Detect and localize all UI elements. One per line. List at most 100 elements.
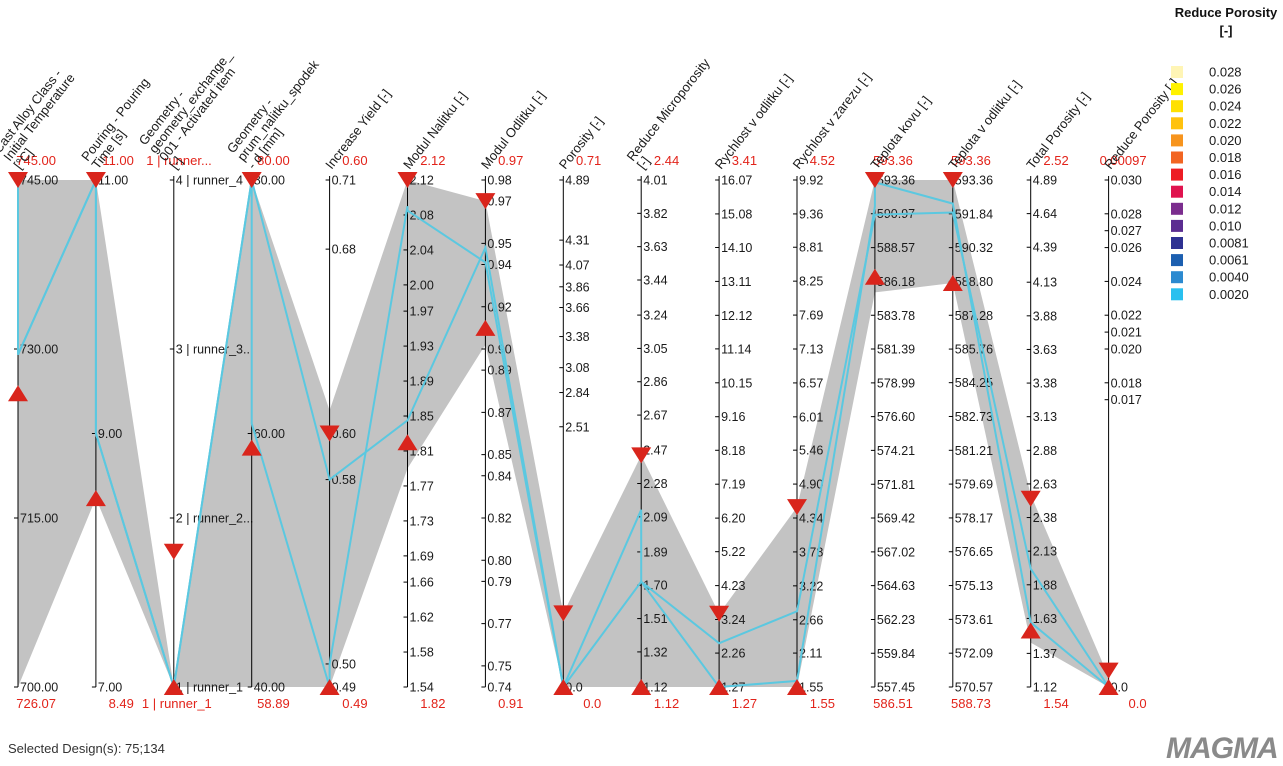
filter-max-handle[interactable] — [397, 172, 418, 188]
tick-label: 7.19 — [721, 478, 745, 492]
filter-min-handle[interactable] — [163, 679, 184, 695]
filter-max-handle[interactable] — [241, 172, 262, 188]
axis-min-value: 1.82 — [420, 696, 445, 711]
legend-label: 0.022 — [1209, 116, 1242, 131]
tick-label: 6.57 — [799, 376, 823, 390]
legend-title: Reduce Porosity — [1175, 5, 1278, 20]
legend-swatch — [1171, 219, 1183, 232]
filter-max-handle[interactable] — [1020, 490, 1041, 507]
tick-label: 3.88 — [1033, 309, 1057, 323]
tick-label: 2.13 — [1033, 545, 1057, 559]
axis-min-value: 1.54 — [1043, 696, 1068, 711]
tick-label: 571.81 — [877, 478, 915, 492]
axes-group: 745.00 730.00 715.00 700.00 745.00 726.07 11.0… — [14, 153, 1147, 711]
filter-min-handle[interactable] — [942, 275, 963, 292]
tick-label: 583.78 — [877, 309, 915, 323]
tick-label: 3.86 — [565, 280, 589, 294]
tick-label: 562.23 — [877, 613, 915, 627]
tick-label: 3.38 — [1033, 377, 1057, 391]
tick-label: 0.021 — [1111, 326, 1142, 340]
tick-label: 570.57 — [955, 681, 993, 695]
tick-label: 590.32 — [955, 241, 993, 255]
legend-swatch — [1171, 83, 1183, 96]
axis-min-value: 8.49 — [109, 696, 134, 711]
tick-label: 4.31 — [565, 234, 589, 248]
filter-min-handle[interactable] — [319, 679, 340, 695]
tick-label: 4.01 — [643, 174, 667, 188]
filter-max-handle[interactable] — [631, 447, 652, 464]
filter-markers[interactable] — [8, 172, 1119, 695]
tick-label: 0.94 — [487, 258, 511, 272]
filter-max-handle[interactable] — [475, 193, 496, 210]
tick-label: 574.21 — [877, 444, 915, 458]
axis-min-value: 1.55 — [810, 696, 835, 711]
design-line[interactable] — [17, 179, 1110, 690]
tick-label: 1.97 — [410, 305, 434, 319]
tick-label: 1 | runner_1 — [176, 681, 243, 695]
filter-min-handle[interactable] — [1098, 679, 1119, 695]
axis-min-value: 1.12 — [654, 696, 679, 711]
tick-label: 15.08 — [721, 207, 752, 221]
legend-swatch — [1171, 185, 1183, 198]
legend-label: 0.012 — [1209, 201, 1242, 216]
filter-min-handle[interactable] — [8, 385, 28, 402]
tick-label: 13.11 — [721, 275, 751, 289]
axis-max-value: 4.52 — [810, 153, 835, 168]
tick-label: 2.51 — [565, 420, 589, 434]
filter-min-handle[interactable] — [709, 679, 730, 695]
tick-label: 3.44 — [643, 273, 667, 287]
tick-label: 0.77 — [487, 617, 511, 631]
tick-label: 591.84 — [955, 207, 993, 221]
tick-label: 593.36 — [955, 174, 993, 188]
filter-min-handle[interactable] — [85, 490, 106, 507]
axis-max-value: 2.44 — [654, 153, 679, 168]
filter-max-handle[interactable] — [85, 172, 106, 188]
legend-swatch — [1171, 66, 1183, 78]
filter-max-handle[interactable] — [319, 425, 340, 442]
tick-label: 1.32 — [643, 645, 667, 659]
filter-max-handle[interactable] — [942, 172, 963, 188]
filter-min-handle[interactable] — [1020, 622, 1041, 639]
tick-label: 2.67 — [643, 409, 667, 423]
tick-label: 4.39 — [1033, 241, 1057, 255]
axis-min-value: 726.07 — [16, 696, 56, 711]
tick-label: 0.026 — [1111, 241, 1142, 255]
filter-max-handle[interactable] — [787, 499, 807, 516]
axis-max-value: 0.71 — [576, 153, 601, 168]
legend-title: [-] — [1220, 23, 1233, 38]
tick-label: 1.27 — [721, 681, 745, 695]
tick-label: 14.10 — [721, 241, 752, 255]
legend-swatch — [1171, 168, 1183, 181]
filter-max-handle[interactable] — [8, 172, 28, 188]
magma-logo: MAGMA — [1166, 732, 1279, 765]
filter-max-handle[interactable] — [553, 605, 574, 622]
tick-label: 578.17 — [955, 511, 993, 525]
tick-label: 0.74 — [487, 681, 511, 695]
filter-min-handle[interactable] — [631, 679, 652, 695]
tick-label: 730.00 — [20, 343, 58, 357]
tick-label: 12.12 — [721, 309, 752, 323]
axis-max-value: 2.52 — [1043, 153, 1068, 168]
legend-label: 0.0081 — [1209, 236, 1249, 251]
tick-label: 593.36 — [877, 174, 915, 188]
filter-min-handle[interactable] — [475, 319, 496, 336]
filter-max-handle[interactable] — [163, 543, 184, 560]
filter-min-handle[interactable] — [397, 434, 418, 451]
tick-label: 1.63 — [1033, 612, 1057, 626]
filter-min-handle[interactable] — [241, 439, 262, 456]
tick-label: 1.12 — [643, 681, 667, 695]
filter-max-handle[interactable] — [864, 172, 885, 188]
tick-label: 2.00 — [410, 278, 434, 292]
tick-label: 7.00 — [98, 681, 122, 695]
selection-bands — [18, 180, 1109, 687]
filter-max-handle[interactable] — [709, 605, 730, 622]
tick-label: 1.58 — [410, 646, 434, 660]
tick-label: 0.71 — [332, 174, 356, 188]
filter-min-handle[interactable] — [553, 679, 574, 695]
axis-max-value: 745.00 — [16, 153, 56, 168]
tick-label: 16.07 — [721, 174, 752, 188]
filter-min-handle[interactable] — [787, 679, 807, 695]
filter-max-handle[interactable] — [1098, 662, 1119, 679]
tick-label: 585.76 — [955, 343, 993, 357]
filter-min-handle[interactable] — [864, 268, 885, 285]
